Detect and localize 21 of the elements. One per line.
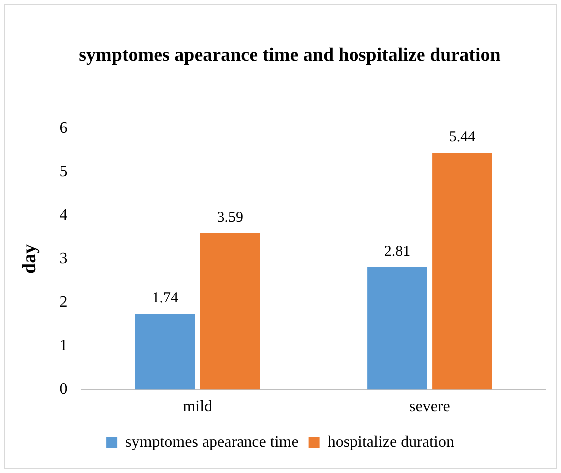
data-label: 3.59 (217, 210, 244, 226)
data-label: 1.74 (152, 290, 179, 306)
y-tick-label: 3 (60, 250, 68, 268)
legend-label: symptomes apearance time (126, 434, 299, 452)
y-tick-label: 5 (60, 163, 68, 180)
legend-label: hospitalize duration (328, 434, 454, 452)
y-tick-label: 2 (60, 294, 68, 311)
x-tick-label: severe (410, 398, 450, 416)
data-label: 2.81 (384, 244, 411, 260)
bar (432, 152, 492, 390)
chart-title: symptomes apearance time and hospitalize duration (78, 44, 502, 68)
y-tick-label: 4 (60, 206, 68, 224)
y-axis-title: day (19, 244, 40, 274)
x-tick-label: mild (183, 398, 213, 416)
data-label: 5.44 (449, 129, 476, 146)
bar (135, 314, 196, 390)
y-tick-label: 1 (60, 337, 68, 354)
bar (368, 267, 428, 390)
bar (200, 234, 260, 390)
y-tick-label: 0 (60, 381, 68, 398)
y-tick-label: 6 (60, 120, 68, 137)
